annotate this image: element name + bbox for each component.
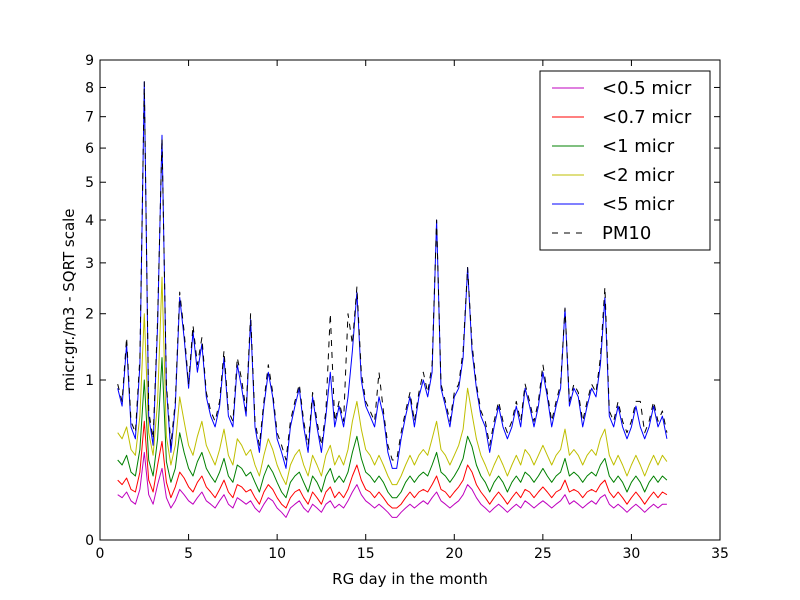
series-line-3 — [117, 357, 668, 499]
x-tick-label: 10 — [268, 546, 286, 562]
x-tick-label: 5 — [184, 546, 193, 562]
y-axis-label: micr.gr./m3 - SQRT scale — [60, 208, 78, 391]
legend-label: <0.5 micr — [602, 78, 692, 99]
x-tick-label: 35 — [711, 546, 729, 562]
legend-label: <2 micr — [602, 165, 675, 186]
y-tick-label: 6 — [85, 141, 94, 157]
y-tick-label: 8 — [85, 80, 94, 96]
series-layer — [117, 81, 668, 518]
series-line-4 — [117, 276, 668, 486]
plot-frame — [99, 59, 721, 541]
legend-label: <1 micr — [602, 136, 675, 157]
x-axis: 0 5 10 15 20 25 30 35 — [96, 60, 729, 562]
legend-box — [539, 70, 711, 251]
series-line-1 — [117, 451, 667, 518]
y-tick-label: 2 — [85, 307, 94, 323]
series-line-2 — [117, 420, 668, 509]
y-tick-label: 0 — [85, 533, 94, 549]
x-axis-label: RG day in the month — [332, 570, 488, 588]
x-tick-label: 0 — [96, 546, 105, 562]
x-tick-label: 20 — [445, 546, 463, 562]
x-tick-label: 30 — [623, 546, 641, 562]
y-tick-label: 3 — [85, 256, 94, 272]
series-line-5 — [117, 81, 668, 469]
x-tick-label: 25 — [534, 546, 552, 562]
x-tick-label: 15 — [357, 546, 375, 562]
y-axis: 0 1 2 3 4 5 6 7 8 9 — [85, 53, 720, 549]
legend-label: <5 micr — [602, 194, 675, 215]
legend: <0.5 micr <0.7 micr <1 micr <2 micr <5 micr P… — [539, 70, 711, 251]
plot-area — [99, 59, 721, 541]
y-tick-label: 9 — [85, 53, 94, 69]
y-tick-label: 1 — [85, 373, 94, 389]
y-tick-label: 7 — [85, 110, 94, 126]
series-line-6 — [117, 81, 668, 461]
legend-label: <0.7 micr — [602, 107, 692, 128]
y-tick-label: 4 — [85, 213, 94, 229]
legend-label: PM10 — [602, 223, 651, 244]
y-tick-label: 5 — [85, 175, 94, 191]
